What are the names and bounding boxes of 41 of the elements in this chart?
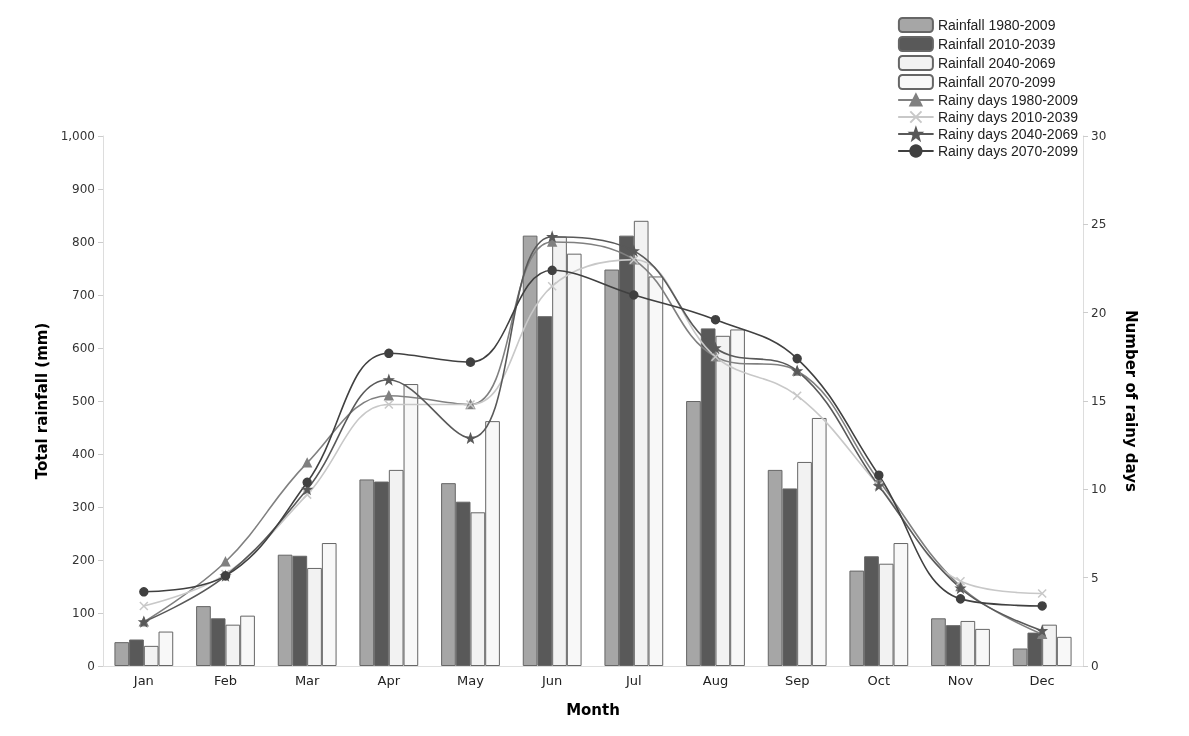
legend-label: Rainfall 2070-2099 xyxy=(937,74,1056,90)
legend-label: Rainy days 2070-2099 xyxy=(937,143,1079,159)
legend-label: Rainfall 2010-2039 xyxy=(937,36,1056,52)
y-tick-label: 1,000 xyxy=(60,129,95,143)
y-tick-label: 0 xyxy=(87,659,95,673)
y-tick-label: 300 xyxy=(72,500,95,514)
legend-label: Rainfall 2040-2069 xyxy=(937,55,1056,71)
y-tick-label: 900 xyxy=(72,182,95,196)
y-tick-label: 600 xyxy=(72,341,95,355)
x-axis-title: Month xyxy=(566,700,620,719)
y-tick-label: 800 xyxy=(72,235,95,249)
x-tick-label: Jan xyxy=(132,673,154,688)
y-tick-label: 700 xyxy=(72,288,95,302)
x-tick-label: Apr xyxy=(377,673,401,688)
y2-tick-label: 0 xyxy=(1091,659,1099,673)
y2-axis-title: Number of rainy days xyxy=(1121,310,1140,493)
y2-tick-label: 15 xyxy=(1091,394,1107,408)
x-tick-label: Dec xyxy=(1029,673,1055,688)
y-tick-label: 500 xyxy=(72,394,95,408)
y2-tick-label: 5 xyxy=(1091,570,1099,585)
legend-label: Rainy days 1980-2009 xyxy=(937,92,1079,108)
x-tick-label: May xyxy=(457,673,485,688)
x-tick-label: Jun xyxy=(541,673,563,688)
y-tick-label: 200 xyxy=(72,553,95,567)
y-tick-label: 400 xyxy=(72,447,95,461)
y-axis-title: Total rainfall (mm) xyxy=(33,322,52,480)
legend-label: Rainfall 1980-2009 xyxy=(937,17,1056,33)
y2-tick-label: 10 xyxy=(1091,482,1107,497)
y2-tick-label: 20 xyxy=(1091,305,1107,320)
x-tick-label: Feb xyxy=(213,673,238,688)
y-tick-label: 100 xyxy=(72,606,95,620)
y2-tick-label: 30 xyxy=(1091,129,1107,143)
y2-tick-label: 25 xyxy=(1091,217,1107,232)
legend-label: Rainy days 2040-2069 xyxy=(937,126,1079,142)
x-tick-label: Mar xyxy=(294,673,321,688)
x-tick-label: Oct xyxy=(867,673,891,688)
x-tick-label: Jul xyxy=(624,673,642,688)
x-tick-label: Nov xyxy=(947,673,974,688)
legend-label: Rainy days 2010-2039 xyxy=(937,109,1079,125)
x-tick-label: Sep xyxy=(784,673,810,688)
x-tick-label: Aug xyxy=(702,673,729,688)
